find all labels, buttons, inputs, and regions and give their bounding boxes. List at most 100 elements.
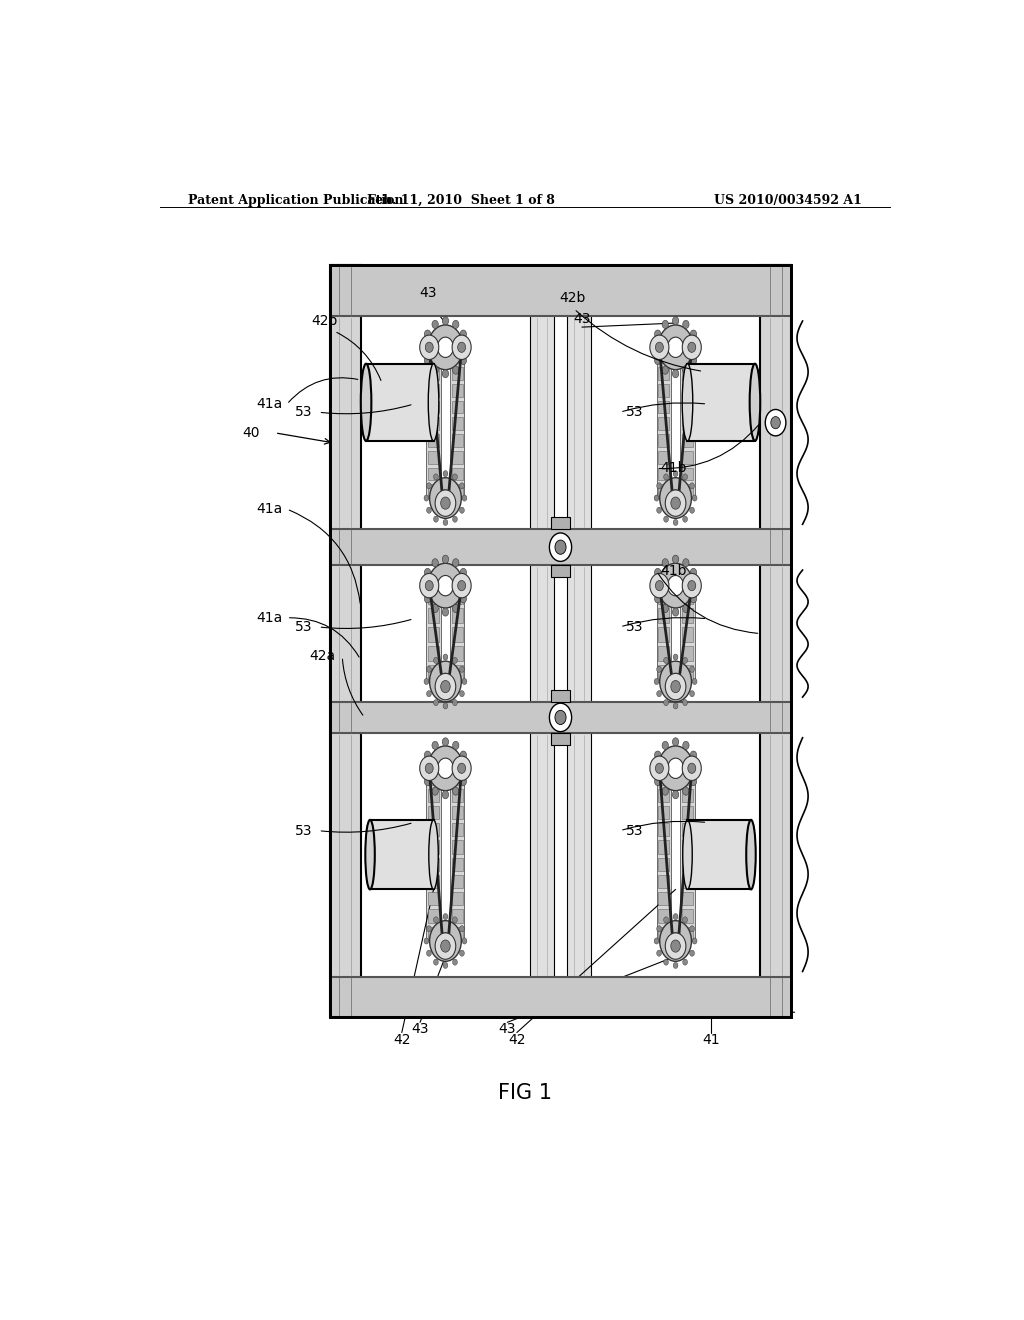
Text: 53: 53 [626, 620, 643, 634]
Bar [450, 768, 465, 941]
Bar [331, 265, 360, 1018]
Circle shape [668, 576, 684, 595]
Bar [656, 347, 671, 498]
Circle shape [439, 490, 452, 506]
Circle shape [432, 787, 438, 795]
Text: 53: 53 [296, 824, 313, 838]
Circle shape [690, 483, 694, 488]
Circle shape [651, 582, 658, 590]
Circle shape [683, 558, 689, 566]
Circle shape [425, 763, 433, 774]
Circle shape [650, 335, 669, 359]
Circle shape [462, 495, 467, 502]
Circle shape [453, 605, 459, 612]
Bar [658, 607, 670, 623]
Bar [452, 909, 463, 923]
Circle shape [420, 573, 438, 598]
Circle shape [460, 667, 464, 672]
Circle shape [690, 751, 696, 759]
Text: 41a: 41a [256, 502, 283, 516]
Bar [426, 586, 441, 681]
Circle shape [432, 742, 438, 750]
Circle shape [463, 764, 469, 772]
Circle shape [435, 933, 456, 960]
Circle shape [453, 321, 459, 329]
Circle shape [650, 756, 669, 780]
Bar [682, 350, 693, 363]
Circle shape [460, 777, 467, 785]
Bar [658, 484, 670, 498]
Circle shape [673, 556, 679, 564]
Circle shape [688, 763, 695, 774]
Circle shape [462, 939, 467, 944]
Bar [452, 417, 463, 430]
Bar [658, 417, 670, 430]
Text: 53: 53 [296, 620, 313, 634]
Bar [428, 824, 439, 837]
Circle shape [427, 925, 431, 932]
Circle shape [664, 960, 669, 965]
Bar [331, 265, 791, 1018]
Circle shape [550, 533, 571, 561]
Bar [682, 607, 693, 623]
Circle shape [440, 498, 451, 510]
Bar [551, 733, 570, 744]
Circle shape [460, 569, 467, 577]
Ellipse shape [746, 820, 756, 890]
Bar [452, 858, 463, 871]
Circle shape [690, 777, 696, 785]
Circle shape [682, 573, 701, 598]
Bar [682, 841, 693, 854]
Circle shape [668, 337, 684, 358]
Bar [428, 451, 439, 463]
Bar [428, 627, 439, 642]
Bar [658, 400, 670, 413]
Circle shape [435, 490, 456, 516]
Text: 42: 42 [393, 1032, 411, 1047]
Circle shape [654, 356, 660, 364]
Bar [658, 909, 670, 923]
Circle shape [453, 787, 459, 795]
Circle shape [683, 917, 687, 923]
Circle shape [683, 787, 689, 795]
Bar [658, 384, 670, 396]
Text: 40: 40 [243, 426, 260, 440]
Text: 41: 41 [702, 1032, 720, 1047]
Bar [682, 665, 693, 681]
Circle shape [429, 478, 461, 519]
Circle shape [555, 710, 566, 725]
Circle shape [550, 704, 571, 731]
Bar [428, 607, 439, 623]
Bar [761, 265, 791, 1018]
Circle shape [655, 763, 664, 774]
Circle shape [673, 791, 679, 799]
Circle shape [460, 330, 467, 338]
Circle shape [663, 742, 669, 750]
Text: 43: 43 [573, 312, 591, 326]
Bar [680, 768, 694, 941]
Circle shape [690, 330, 696, 338]
Circle shape [670, 673, 682, 689]
Circle shape [453, 474, 458, 480]
Circle shape [433, 917, 438, 923]
Circle shape [432, 366, 438, 375]
Bar [452, 875, 463, 888]
Circle shape [683, 742, 689, 750]
Bar [452, 788, 463, 801]
Circle shape [663, 787, 669, 795]
Circle shape [435, 673, 456, 700]
Bar [551, 690, 570, 702]
Bar [428, 367, 439, 380]
Bar [567, 265, 591, 1018]
Circle shape [439, 933, 452, 949]
Circle shape [683, 700, 687, 706]
Circle shape [673, 370, 679, 378]
Circle shape [439, 673, 452, 689]
Text: 53: 53 [626, 824, 643, 838]
Bar [658, 451, 670, 463]
Bar [682, 875, 693, 888]
Bar [452, 607, 463, 623]
Bar [658, 927, 670, 940]
Circle shape [659, 478, 691, 519]
Circle shape [443, 702, 447, 709]
